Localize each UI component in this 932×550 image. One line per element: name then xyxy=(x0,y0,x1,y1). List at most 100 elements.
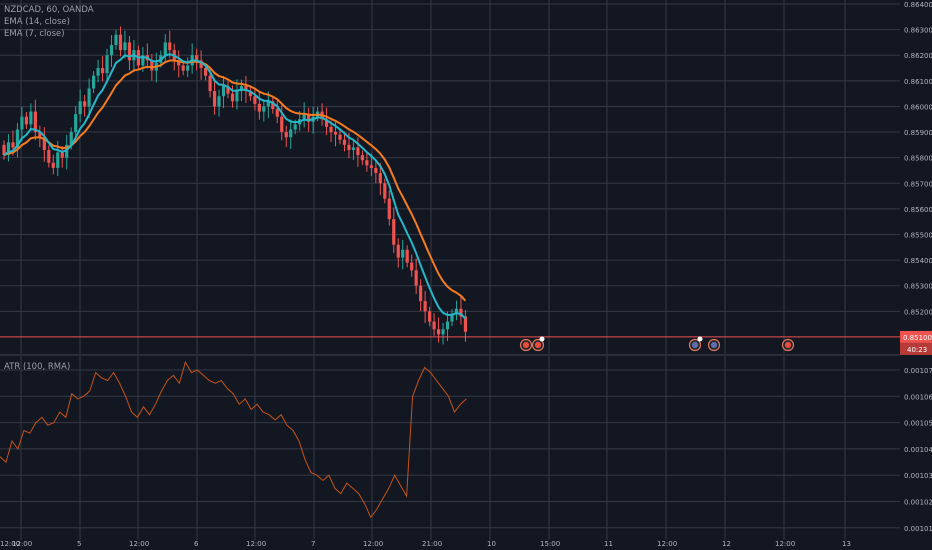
legend-atr: ATR (100, RMA) xyxy=(4,361,70,373)
candle-body xyxy=(244,85,248,92)
time-tick-label: 12:00 xyxy=(129,540,149,548)
candle-body xyxy=(42,137,46,150)
candle-body xyxy=(15,129,20,148)
price-tick-label: 0.86300 xyxy=(904,27,932,35)
candle-body xyxy=(181,65,185,71)
candle-body xyxy=(432,321,436,330)
atr-tick-label: 0.00101 xyxy=(904,525,932,533)
candle-body xyxy=(463,316,468,332)
price-tick-label: 0.85200 xyxy=(904,308,932,316)
candle-body xyxy=(392,219,396,245)
price-tick-label: 0.86100 xyxy=(904,78,932,86)
current-price-badge-text: 0.85100 xyxy=(903,334,932,342)
candle-body xyxy=(123,42,127,51)
candle-body xyxy=(365,160,369,166)
time-tick-label: 12:00 xyxy=(12,540,32,548)
candle-body xyxy=(293,124,297,130)
event-flag-icon[interactable] xyxy=(519,338,533,352)
candle-body xyxy=(351,147,356,150)
time-tick-label: 21:00 xyxy=(422,540,442,548)
candle-body xyxy=(56,152,60,168)
ema-7-line xyxy=(3,53,467,320)
price-tick-label: 0.85300 xyxy=(904,283,932,291)
candle-body xyxy=(74,114,78,133)
candle-body xyxy=(324,119,329,127)
time-tick-label: 7 xyxy=(311,540,315,548)
price-tick-label: 0.85900 xyxy=(904,129,932,137)
candle-body xyxy=(118,34,123,51)
candle-body xyxy=(423,301,427,312)
event-flag-icon[interactable] xyxy=(781,338,795,352)
legend-main: NZDCAD, 60, OANDA EMA (14, close) EMA (7… xyxy=(4,4,94,40)
countdown-badge xyxy=(900,342,932,355)
candle-body xyxy=(459,308,463,317)
time-tick-label: 12:00 xyxy=(657,540,677,548)
candle-body xyxy=(109,44,114,56)
legend-ema-14[interactable]: EMA (14, close) xyxy=(4,17,70,27)
candle-body xyxy=(195,55,199,61)
candle-body xyxy=(83,101,87,107)
candle-body xyxy=(11,142,15,148)
candle-body xyxy=(374,167,378,174)
candle-body xyxy=(105,55,109,74)
time-axis[interactable]: 12:00 5 12:00 6 12:00 7 12:00 21:00 10 15:00 11 12:… xyxy=(0,540,851,548)
candle-body xyxy=(69,132,73,145)
legend-symbol[interactable]: NZDCAD, 60, OANDA xyxy=(4,5,94,15)
candle-body xyxy=(410,262,414,271)
candle-body xyxy=(383,183,387,199)
price-tick-label: 0.85400 xyxy=(904,257,932,265)
candle-body xyxy=(33,111,37,133)
candle-body xyxy=(262,106,266,112)
candle-body xyxy=(289,129,293,138)
candle-body xyxy=(378,173,382,184)
price-axis[interactable]: 0.86400 0.86300 0.86200 0.86100 0.86000 0.859… xyxy=(900,0,932,550)
atr-line xyxy=(0,360,467,519)
atr-tick-label: 0.00102 xyxy=(904,499,932,507)
event-flag-icon[interactable] xyxy=(707,338,721,352)
price-tick-label: 0.86200 xyxy=(904,52,932,60)
candle-body xyxy=(280,116,284,133)
atr-tick-label: 0.00107 xyxy=(904,367,932,375)
candle-body xyxy=(212,91,217,107)
candle-body xyxy=(141,55,145,66)
price-tick-label: 0.85600 xyxy=(904,206,932,214)
candle-body xyxy=(266,101,270,107)
atr-tick-label: 0.00103 xyxy=(904,472,932,480)
legend-ema-7[interactable]: EMA (7, close) xyxy=(4,29,65,39)
candle-body xyxy=(65,144,69,158)
event-markers[interactable] xyxy=(519,336,795,352)
event-dot xyxy=(522,341,530,349)
candle-body xyxy=(405,249,409,263)
time-tick-label: 12:00 xyxy=(246,540,266,548)
candle-body xyxy=(396,244,400,258)
candle-body xyxy=(47,149,51,163)
candle-body xyxy=(38,132,42,138)
event-flag-icon[interactable] xyxy=(688,338,702,352)
legend-atr-label[interactable]: ATR (100, RMA) xyxy=(4,362,71,372)
grid-lines xyxy=(0,0,900,540)
event-flag-icon[interactable] xyxy=(531,338,545,352)
candle-body xyxy=(92,75,96,89)
candle-body xyxy=(436,329,441,335)
atr-layer xyxy=(0,360,467,519)
time-tick-label: 10 xyxy=(487,540,496,548)
candle-body xyxy=(445,321,450,330)
time-tick-label: 11 xyxy=(604,540,613,548)
candle-body xyxy=(100,68,105,74)
price-tick-label: 0.85800 xyxy=(904,155,932,163)
candle-body xyxy=(163,42,167,56)
candle-body xyxy=(387,198,391,220)
candle-body xyxy=(284,132,288,138)
candle-body xyxy=(333,132,338,135)
candle-body xyxy=(127,42,132,61)
time-tick-label: 6 xyxy=(194,540,199,548)
price-axis-bg xyxy=(900,0,932,550)
time-tick-label: 12 xyxy=(722,540,731,548)
candle-body xyxy=(29,111,33,125)
candle-body xyxy=(96,68,100,76)
ema-14-line xyxy=(3,59,467,302)
candle-body xyxy=(78,101,82,115)
candle-body xyxy=(369,165,373,168)
current-price-badge xyxy=(900,330,932,343)
